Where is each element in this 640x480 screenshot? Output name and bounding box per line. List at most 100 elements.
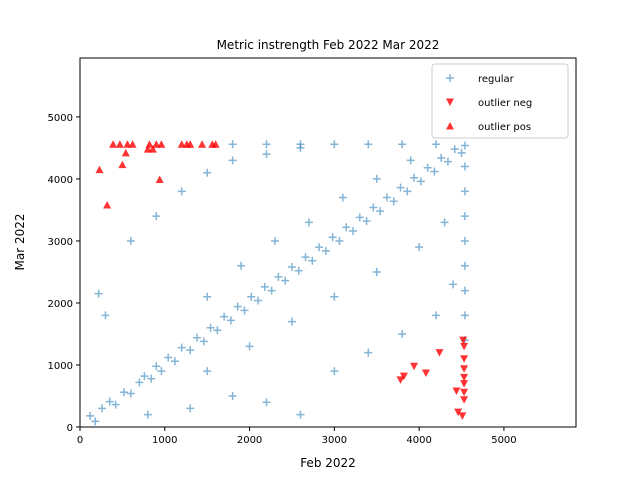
data-point [237, 261, 246, 270]
data-point [109, 140, 118, 148]
data-point [399, 372, 408, 381]
x-tick-label: 5000 [491, 435, 516, 446]
data-point [389, 197, 398, 206]
data-point [211, 140, 220, 148]
data-point [460, 286, 469, 295]
y-tick-label: 4000 [48, 175, 73, 186]
data-point [460, 373, 469, 382]
data-point [226, 316, 235, 325]
data-point [452, 387, 461, 396]
data-point [460, 141, 469, 150]
data-point [355, 213, 364, 222]
data-point [440, 218, 449, 227]
plot-marks [86, 140, 469, 426]
legend: regular outlier neg outlier pos [431, 63, 569, 139]
data-point [91, 417, 100, 426]
data-point [460, 380, 469, 388]
data-point [262, 140, 271, 149]
legend-label: outlier neg [478, 98, 532, 109]
legend-marker [446, 74, 454, 82]
data-point [308, 256, 317, 265]
data-point [421, 369, 430, 378]
data-point [287, 317, 296, 326]
legend-item-outlier-neg: outlier neg [446, 98, 532, 109]
data-point [372, 267, 381, 276]
data-point [460, 396, 469, 404]
data-point [330, 292, 339, 301]
data-point [199, 337, 208, 346]
data-point [415, 243, 424, 252]
data-point [287, 262, 296, 271]
y-tick-label: 1000 [48, 361, 73, 372]
data-point [435, 349, 444, 357]
data-point [186, 346, 195, 355]
data-point [267, 286, 276, 295]
data-point [152, 140, 161, 148]
data-point [460, 388, 469, 397]
data-point [203, 292, 212, 301]
data-point [140, 372, 149, 381]
legend-item-outlier-pos: outlier pos [446, 122, 531, 133]
data-point [155, 175, 164, 184]
y-axis-label: Mar 2022 [13, 214, 27, 271]
data-point [349, 227, 358, 236]
data-point [228, 156, 237, 165]
data-point [376, 207, 385, 216]
data-point [410, 362, 419, 371]
data-point [147, 374, 156, 383]
x-tick-label: 2000 [237, 435, 262, 446]
data-point [364, 348, 373, 357]
data-point [437, 153, 446, 162]
data-point [126, 389, 135, 398]
data-point [430, 167, 439, 176]
legend-marker [446, 122, 454, 130]
data-point [450, 145, 459, 154]
y-tick-label: 0 [67, 423, 73, 434]
data-point [157, 367, 166, 376]
data-point [457, 148, 466, 157]
data-point [120, 388, 129, 397]
data-point [145, 140, 154, 148]
x-tick-label: 1000 [152, 435, 177, 446]
data-point [294, 266, 303, 275]
data-point [454, 408, 463, 417]
data-point [432, 311, 441, 320]
data-point [364, 140, 373, 149]
data-point [321, 246, 330, 255]
data-point [186, 404, 195, 413]
data-point [271, 236, 280, 245]
y-tick-label: 2000 [48, 299, 73, 310]
data-point [118, 160, 127, 169]
data-point [213, 326, 222, 335]
data-point [105, 397, 114, 406]
data-point [335, 236, 344, 245]
data-point [432, 140, 441, 149]
data-point [233, 302, 242, 311]
data-point [203, 367, 212, 376]
data-point [403, 187, 412, 196]
data-point [111, 400, 120, 409]
data-point [101, 311, 110, 320]
legend-label: regular [478, 74, 515, 85]
data-point [460, 187, 469, 196]
data-point [170, 357, 179, 366]
data-point [198, 140, 207, 148]
data-point [410, 173, 419, 182]
data-point [98, 404, 107, 413]
data-point [245, 342, 254, 351]
series-outlier-pos [95, 140, 220, 209]
data-point [406, 156, 415, 165]
data-point [164, 353, 173, 362]
data-point [240, 306, 249, 315]
data-point [460, 261, 469, 270]
data-point [372, 174, 381, 183]
data-point [459, 336, 468, 345]
data-point [94, 289, 103, 298]
data-point [247, 292, 256, 301]
data-point [203, 168, 212, 177]
data-point [342, 223, 351, 232]
data-point [460, 311, 469, 320]
data-point [193, 333, 202, 342]
series-outlier-neg [396, 336, 469, 420]
